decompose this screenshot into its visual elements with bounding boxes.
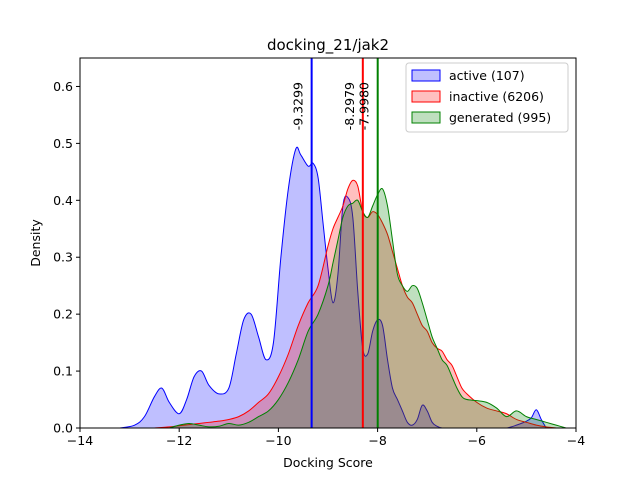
y-tick-label: 0.0 <box>53 421 73 436</box>
density-areas <box>119 146 567 429</box>
y-tick-label: 0.1 <box>53 364 73 379</box>
mean-line-label-2: -7.9980 <box>357 82 372 130</box>
legend-label-0: active (107) <box>449 68 525 83</box>
mean-line-label-0: -9.3299 <box>291 82 306 130</box>
x-tick-label: −10 <box>265 433 291 448</box>
legend-swatch-1 <box>411 90 441 103</box>
density-fill-2 <box>169 188 567 428</box>
mean-line-label-1: -8.2979 <box>342 82 357 130</box>
x-axis-label: Docking Score <box>283 455 373 470</box>
x-tick-label: −14 <box>67 433 93 448</box>
x-tick-label: −6 <box>468 433 486 448</box>
y-tick-label: 0.3 <box>53 250 73 265</box>
chart-title: docking_21/jak2 <box>267 36 389 55</box>
legend-box <box>405 62 569 133</box>
y-tick-label: 0.4 <box>53 193 73 208</box>
density-line-2 <box>169 188 567 429</box>
y-axis-label: Density <box>28 219 43 267</box>
legend-label-2: generated (995) <box>449 110 551 125</box>
x-axis-ticks: −14 −12 −10 −8 −6 −4 <box>67 428 585 448</box>
x-tick-label: −8 <box>368 433 386 448</box>
plot-frame <box>79 57 577 429</box>
legend-swatch-0 <box>411 69 441 82</box>
y-tick-label: 0.2 <box>53 307 73 322</box>
y-axis-ticks: 0.0 0.1 0.2 0.3 0.4 0.5 0.6 <box>53 79 80 436</box>
density-fill-1 <box>154 180 557 428</box>
legend-swatch-2 <box>411 111 441 124</box>
mean-lines: -9.3299 -8.2979 -7.9980 <box>291 58 379 428</box>
legend-label-1: inactive (6206) <box>449 89 544 104</box>
y-tick-label: 0.6 <box>53 79 73 94</box>
x-tick-label: −4 <box>567 433 585 448</box>
legend: active (107) inactive (6206) generated (99… <box>405 62 569 133</box>
y-tick-label: 0.5 <box>53 136 73 151</box>
density-fill-0 <box>119 147 547 429</box>
x-tick-label: −12 <box>166 433 192 448</box>
